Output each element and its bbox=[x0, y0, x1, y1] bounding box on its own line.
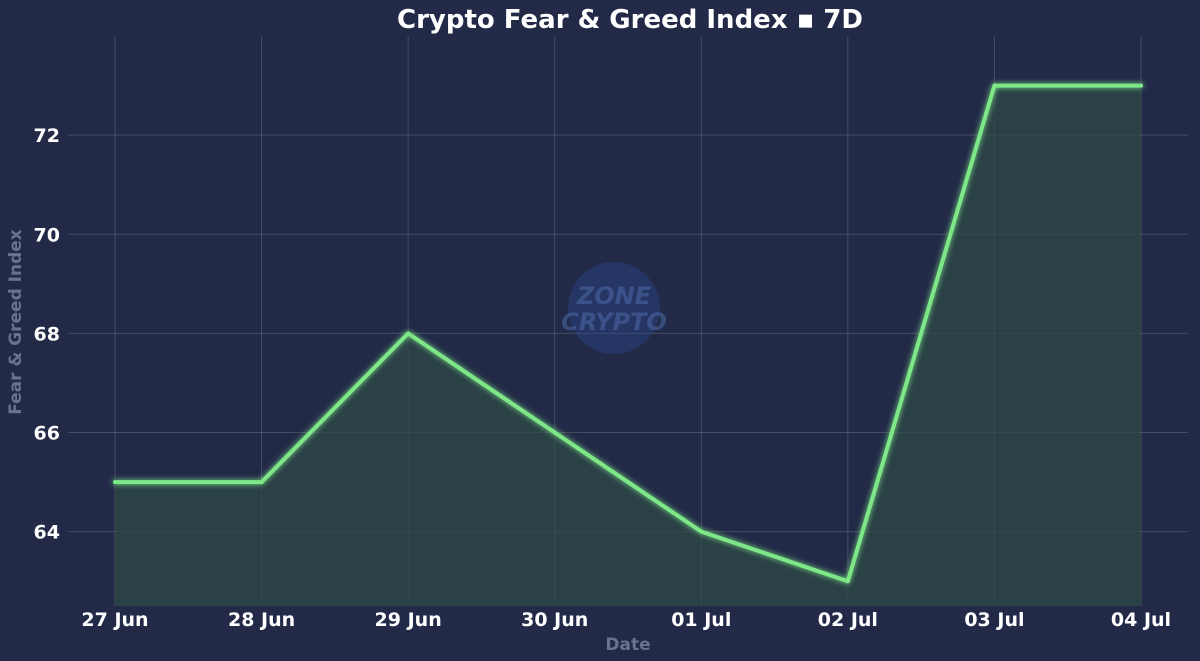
y-axis-label: Fear & Greed Index bbox=[6, 229, 26, 415]
y-tick-label: 68 bbox=[34, 323, 60, 345]
x-tick-label: 02 Jul bbox=[818, 609, 878, 631]
x-axis-ticks: 27 Jun 28 Jun 29 Jun 30 Jun 01 Jul 02 Jul 03 J… bbox=[81, 609, 1171, 631]
x-tick-label: 30 Jun bbox=[521, 609, 588, 631]
y-tick-label: 70 bbox=[34, 224, 60, 246]
x-tick-label: 29 Jun bbox=[375, 609, 442, 631]
data-point-6 bbox=[992, 83, 997, 88]
watermark-logo: ZONE CRYPTO bbox=[561, 262, 667, 354]
data-point-2 bbox=[406, 331, 411, 336]
x-tick-label: 27 Jun bbox=[81, 609, 148, 631]
watermark-line1: ZONE bbox=[576, 282, 652, 310]
y-tick-label: 66 bbox=[34, 423, 60, 445]
data-point-4 bbox=[699, 529, 704, 534]
x-axis-label: Date bbox=[605, 635, 650, 655]
data-point-7 bbox=[1139, 83, 1143, 88]
series-points bbox=[113, 83, 1143, 584]
x-tick-label: 04 Jul bbox=[1111, 609, 1171, 631]
series-area-fill bbox=[115, 85, 1141, 607]
x-tick-label: 28 Jun bbox=[228, 609, 295, 631]
data-point-3 bbox=[552, 430, 557, 435]
y-axis-ticks: 64 66 68 70 72 bbox=[34, 125, 60, 544]
x-tick-label: 03 Jul bbox=[964, 609, 1024, 631]
x-tick-label: 01 Jul bbox=[671, 609, 731, 631]
y-tick-label: 64 bbox=[34, 522, 60, 544]
series-line bbox=[113, 83, 1143, 584]
watermark-globe-icon bbox=[568, 262, 660, 354]
data-point-0 bbox=[113, 480, 117, 485]
y-tick-label: 72 bbox=[34, 125, 60, 147]
data-point-5 bbox=[845, 579, 850, 584]
chart-title: Crypto Fear & Greed Index ▪ 7D bbox=[397, 5, 863, 35]
data-point-1 bbox=[259, 480, 264, 485]
watermark-line2: CRYPTO bbox=[561, 308, 667, 336]
